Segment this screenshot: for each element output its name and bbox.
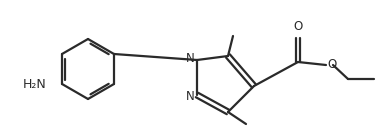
Text: O: O bbox=[327, 59, 336, 71]
Text: N: N bbox=[186, 52, 195, 66]
Text: H₂N: H₂N bbox=[22, 78, 46, 91]
Text: N: N bbox=[186, 90, 195, 103]
Text: O: O bbox=[293, 20, 303, 33]
